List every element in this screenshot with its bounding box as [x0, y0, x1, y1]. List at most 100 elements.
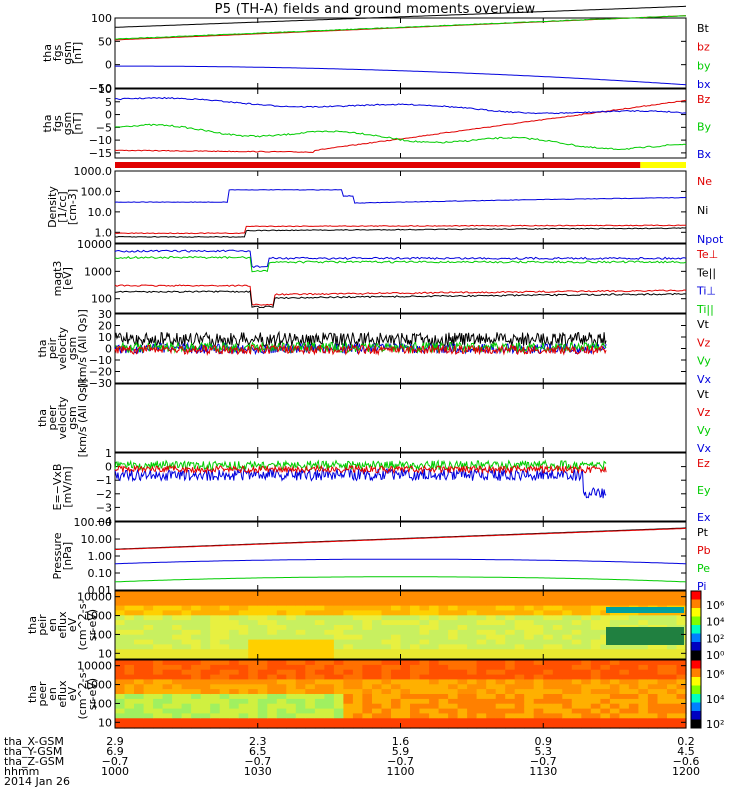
legend-entry: Pi	[697, 580, 706, 593]
spectrogram-cell	[172, 679, 183, 685]
spectrogram-cell	[647, 694, 658, 700]
spectrogram-cell	[172, 629, 183, 636]
spectrogram-cell	[600, 684, 611, 690]
spectrogram-cell	[162, 703, 173, 710]
y-axis-label-line: Pressure	[51, 532, 64, 579]
legend-entry: Bz	[697, 93, 711, 106]
spectrogram-cell	[457, 610, 468, 616]
spectrogram-cell	[590, 591, 601, 597]
spectrogram-cell	[448, 689, 459, 695]
spectrogram-cell	[153, 639, 164, 646]
y-axis-label-line: tha	[26, 685, 39, 703]
spectrogram-cell	[676, 684, 687, 690]
spectrogram-cell	[505, 664, 516, 671]
y-axis-label-line: gsm	[61, 41, 74, 64]
spectrogram-cell	[486, 610, 497, 616]
spectrogram-cell	[362, 654, 373, 660]
y-tick-label: 0	[105, 109, 112, 122]
spectrogram-cell	[343, 654, 354, 660]
spectrogram-cell	[448, 615, 459, 621]
spectrogram-cell	[229, 639, 240, 646]
spectrogram-cell	[352, 615, 363, 621]
spectrogram-cell	[134, 660, 145, 666]
spectrogram-cell	[457, 723, 468, 729]
spectrogram-cell	[200, 674, 211, 681]
spectrogram-cell	[609, 660, 620, 666]
spectrogram-cell	[638, 674, 649, 681]
spectrogram-cell	[391, 689, 402, 695]
spectrogram-cell	[505, 708, 516, 715]
spectrogram-cell	[476, 674, 487, 681]
spectrogram-cell	[543, 664, 554, 671]
spectrogram-cell	[562, 605, 573, 612]
legend-entry: bx	[697, 78, 711, 91]
spectrogram-cell	[448, 644, 459, 650]
y-tick-label: 100	[91, 12, 112, 25]
spectrogram-cell	[324, 718, 335, 724]
spectrogram-cell	[505, 674, 516, 681]
spectrogram-cell	[647, 664, 658, 671]
spectrogram-cell	[153, 605, 164, 612]
spectrogram-cell	[410, 629, 421, 636]
spectrogram-cell	[391, 620, 402, 626]
spectrogram-cell	[619, 591, 630, 597]
spectrogram-cell	[514, 625, 525, 631]
spectrogram-cell	[181, 639, 192, 646]
spectrogram-cell	[400, 708, 411, 715]
ephemeris-value: 2.9	[106, 735, 124, 748]
spectrogram-cell	[286, 654, 297, 660]
spectrogram-cell	[314, 664, 325, 671]
spectrogram-cell	[362, 674, 373, 681]
spectrogram-cell	[438, 595, 449, 602]
spectrogram-cell	[372, 698, 383, 705]
spectrogram-cell	[524, 639, 535, 646]
spectrogram-cell	[581, 600, 592, 607]
spectrogram-cell	[343, 595, 354, 602]
spectrogram-cell	[257, 689, 268, 695]
spectrogram-cell	[667, 689, 678, 695]
spectrogram-cell	[172, 684, 183, 690]
spectrogram-cell	[514, 674, 525, 681]
spectrogram-cell	[229, 723, 240, 729]
spectrogram-cell	[219, 679, 230, 685]
spectrogram-cell	[676, 595, 687, 602]
spectrogram-cell	[172, 694, 183, 700]
spectrogram-cell	[210, 679, 221, 685]
y-tick-label: 10000	[77, 238, 112, 251]
spectrogram-cell	[552, 689, 563, 695]
chart-title: P5 (TH-A) fields and ground moments over…	[214, 2, 536, 17]
spectrogram-cell	[600, 723, 611, 729]
y-tick-label: −30	[89, 377, 112, 390]
spectrogram-cell	[124, 634, 135, 641]
spectrogram-cell	[438, 708, 449, 715]
spectrogram-cell	[647, 591, 658, 597]
spectrogram-cell	[552, 703, 563, 710]
spectrogram-cell	[134, 605, 145, 612]
spectrogram-cell	[143, 718, 154, 724]
spectrogram-cell	[115, 669, 126, 676]
spectrogram-cell	[305, 639, 316, 646]
spectrogram-cell	[238, 669, 249, 676]
spectrogram-cell	[486, 629, 497, 636]
spectrogram-cell	[210, 703, 221, 710]
spectrogram-cell	[248, 639, 259, 646]
spectrogram-cell	[619, 708, 630, 715]
spectrogram-cell	[495, 591, 506, 597]
colorbar-swatch	[691, 608, 701, 617]
spectrogram-cell	[305, 625, 316, 631]
spectrogram-cell	[571, 694, 582, 700]
spectrogram-cell	[476, 654, 487, 660]
spectrogram-cell	[362, 634, 373, 641]
spectrogram-cell	[590, 674, 601, 681]
spectrogram-cell	[162, 610, 173, 616]
spectrogram-cell	[552, 591, 563, 597]
spectrogram-cell	[229, 713, 240, 719]
legend-entry: Ne	[697, 175, 712, 188]
spectrogram-cell	[609, 600, 620, 607]
spectrogram-cell	[543, 634, 554, 641]
spectrogram-cell	[286, 684, 297, 690]
spectrogram-cell	[448, 595, 459, 602]
spectrogram-cell	[533, 660, 544, 666]
spectrogram-cell	[600, 629, 611, 636]
